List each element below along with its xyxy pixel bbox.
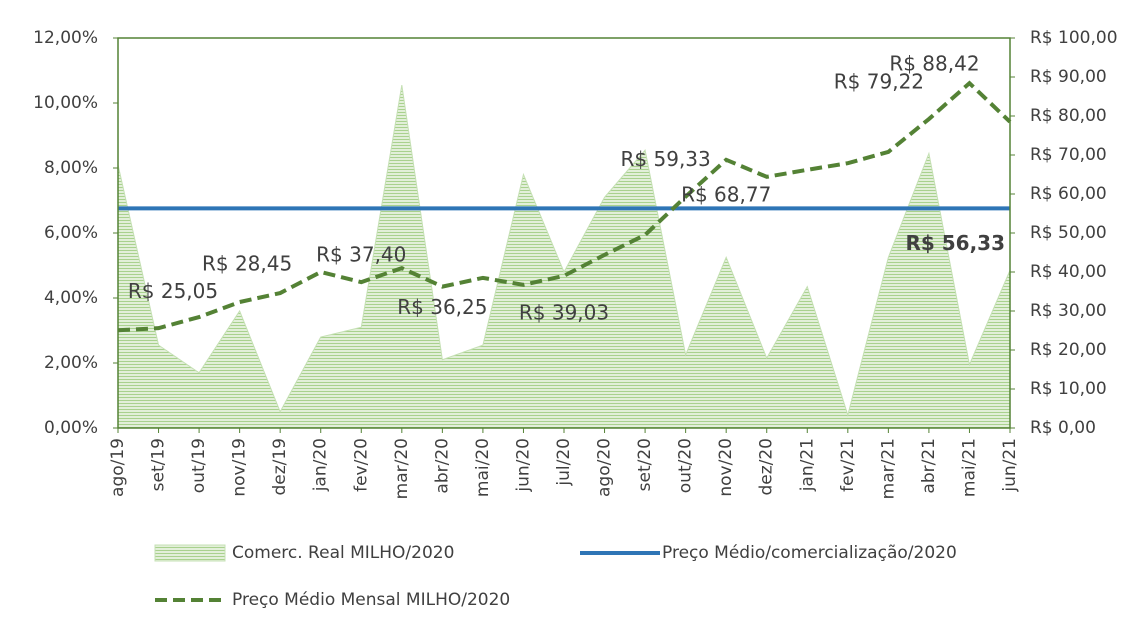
x-tick-label: nov/20 (716, 438, 736, 497)
x-tick-label: mar/20 (392, 438, 412, 499)
y2-tick-label: R$ 50,00 (1030, 223, 1107, 243)
data-label: R$ 37,40 (316, 243, 406, 267)
x-tick-label: dez/19 (270, 438, 290, 496)
legend-label: Preço Médio/comercialização/2020 (662, 543, 957, 563)
data-label: R$ 59,33 (621, 147, 711, 171)
x-tick-label: dez/20 (757, 438, 777, 496)
x-tick-label: set/20 (635, 438, 655, 491)
area (117, 85, 1011, 429)
x-tick-label: abr/21 (919, 438, 939, 494)
data-label: R$ 79,22 (834, 70, 924, 94)
legend-label: Comerc. Real MILHO/2020 (232, 543, 454, 563)
x-tick-label: fev/21 (838, 438, 858, 492)
y-tick-label: 6,00% (44, 223, 98, 243)
x-tick-label: jan/21 (797, 438, 817, 492)
y2-tick-label: R$ 0,00 (1030, 418, 1096, 438)
data-label: R$ 88,42 (889, 52, 979, 76)
x-tick-label: mai/21 (959, 438, 979, 497)
x-tick-label: jul/20 (554, 438, 574, 487)
y-tick-label: 10,00% (33, 93, 98, 113)
x-tick-label: out/19 (189, 438, 209, 493)
y-tick-label: 8,00% (44, 158, 98, 178)
x-tick-label: ago/19 (108, 438, 128, 497)
y2-tick-label: R$ 80,00 (1030, 106, 1107, 126)
x-tick-label: jun/21 (1000, 438, 1020, 493)
y2-tick-label: R$ 70,00 (1030, 145, 1107, 165)
legend-label: Preço Médio Mensal MILHO/2020 (232, 590, 510, 610)
x-tick-label: mai/20 (473, 438, 493, 497)
data-label: R$ 36,25 (397, 295, 487, 319)
legend-swatch (154, 544, 226, 562)
price-line (117, 80, 1012, 333)
data-label: R$ 68,77 (681, 182, 771, 206)
x-tick-label: abr/20 (432, 438, 452, 494)
y2-tick-label: R$ 100,00 (1030, 28, 1118, 48)
x-tick-label: fev/20 (351, 438, 371, 492)
y2-tick-label: R$ 30,00 (1030, 301, 1107, 321)
y2-tick-label: R$ 90,00 (1030, 67, 1107, 87)
x-tick-label: set/19 (149, 438, 169, 491)
x-tick-label: nov/19 (230, 438, 250, 497)
y2-tick-label: R$ 60,00 (1030, 184, 1107, 204)
data-label: R$ 56,33 (905, 231, 1005, 255)
x-tick-label: out/20 (676, 438, 696, 493)
y-tick-label: 12,00% (33, 28, 98, 48)
data-label: R$ 25,05 (128, 279, 218, 303)
x-tick-label: jan/20 (311, 438, 331, 492)
y-tick-label: 0,00% (44, 418, 98, 438)
y-tick-label: 4,00% (44, 288, 98, 308)
y2-tick-label: R$ 20,00 (1030, 340, 1107, 360)
data-label: R$ 28,45 (202, 252, 292, 276)
y2-tick-label: R$ 40,00 (1030, 262, 1107, 282)
x-tick-label: mar/21 (878, 438, 898, 499)
x-tick-label: jun/20 (513, 438, 533, 493)
y2-tick-label: R$ 10,00 (1030, 379, 1107, 399)
x-tick-label: ago/20 (595, 438, 615, 497)
y-tick-label: 2,00% (44, 353, 98, 373)
data-label: R$ 39,03 (519, 300, 609, 324)
